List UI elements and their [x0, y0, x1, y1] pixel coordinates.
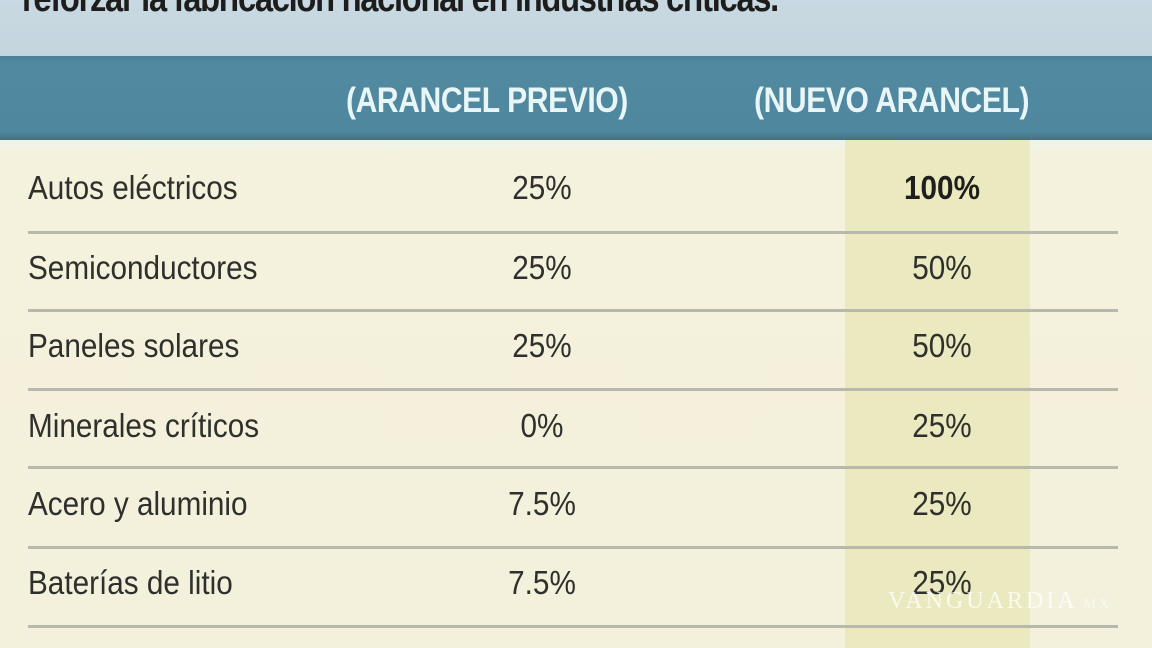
column-header-previous-tariff: (ARANCEL PREVIO): [346, 81, 628, 120]
table-row: Minerales críticos 0% 25%: [0, 391, 1152, 469]
table-row: Paneles solares 25% 50%: [0, 311, 1152, 389]
new-tariff-value: 100%: [904, 169, 980, 206]
product-name: Paneles solares: [28, 327, 240, 364]
product-name: Minerales críticos: [28, 407, 260, 444]
table-row: Baterías de litio 7.5% 25%: [0, 548, 1152, 626]
product-name: Acero y aluminio: [28, 485, 248, 522]
table-row: Acero y aluminio 7.5% 25%: [0, 469, 1152, 547]
product-name: Semiconductores: [28, 249, 258, 286]
previous-tariff-value: 25%: [512, 169, 572, 206]
new-tariff-value: 50%: [912, 327, 972, 364]
product-name: Autos eléctricos: [28, 169, 238, 206]
previous-tariff-value: 0%: [520, 407, 564, 444]
table-header: (ARANCEL PREVIO) (NUEVO ARANCEL): [0, 56, 1152, 140]
previous-tariff-value: 7.5%: [508, 564, 576, 601]
row-divider: [28, 466, 1118, 469]
row-divider: [28, 625, 1118, 628]
previous-tariff-value: 25%: [512, 249, 572, 286]
product-name: Baterías de litio: [28, 564, 233, 601]
table-row: Autos eléctricos 25% 100%: [0, 153, 1152, 231]
watermark: VANGUARDIA MX: [888, 588, 1112, 615]
previous-tariff-value: 7.5%: [508, 485, 576, 522]
watermark-text: VANGUARDIA: [888, 588, 1078, 614]
intro-banner: reforzar la fabricación nacional en indu…: [0, 0, 1152, 56]
row-divider: [28, 309, 1118, 312]
row-divider: [28, 231, 1118, 234]
new-tariff-value: 50%: [912, 249, 972, 286]
row-divider: [28, 546, 1118, 549]
new-tariff-column-highlight: [845, 140, 1030, 648]
intro-text: reforzar la fabricación nacional en indu…: [22, 0, 779, 21]
table-row: Semiconductores 25% 50%: [0, 233, 1152, 311]
new-tariff-value: 25%: [912, 485, 972, 522]
column-header-new-tariff: (NUEVO ARANCEL): [754, 81, 1030, 120]
row-divider: [28, 388, 1118, 391]
watermark-logo-icon: MX: [1083, 597, 1113, 612]
new-tariff-value: 25%: [912, 407, 972, 444]
previous-tariff-value: 25%: [512, 327, 572, 364]
new-tariff-value: 25%: [912, 564, 972, 601]
